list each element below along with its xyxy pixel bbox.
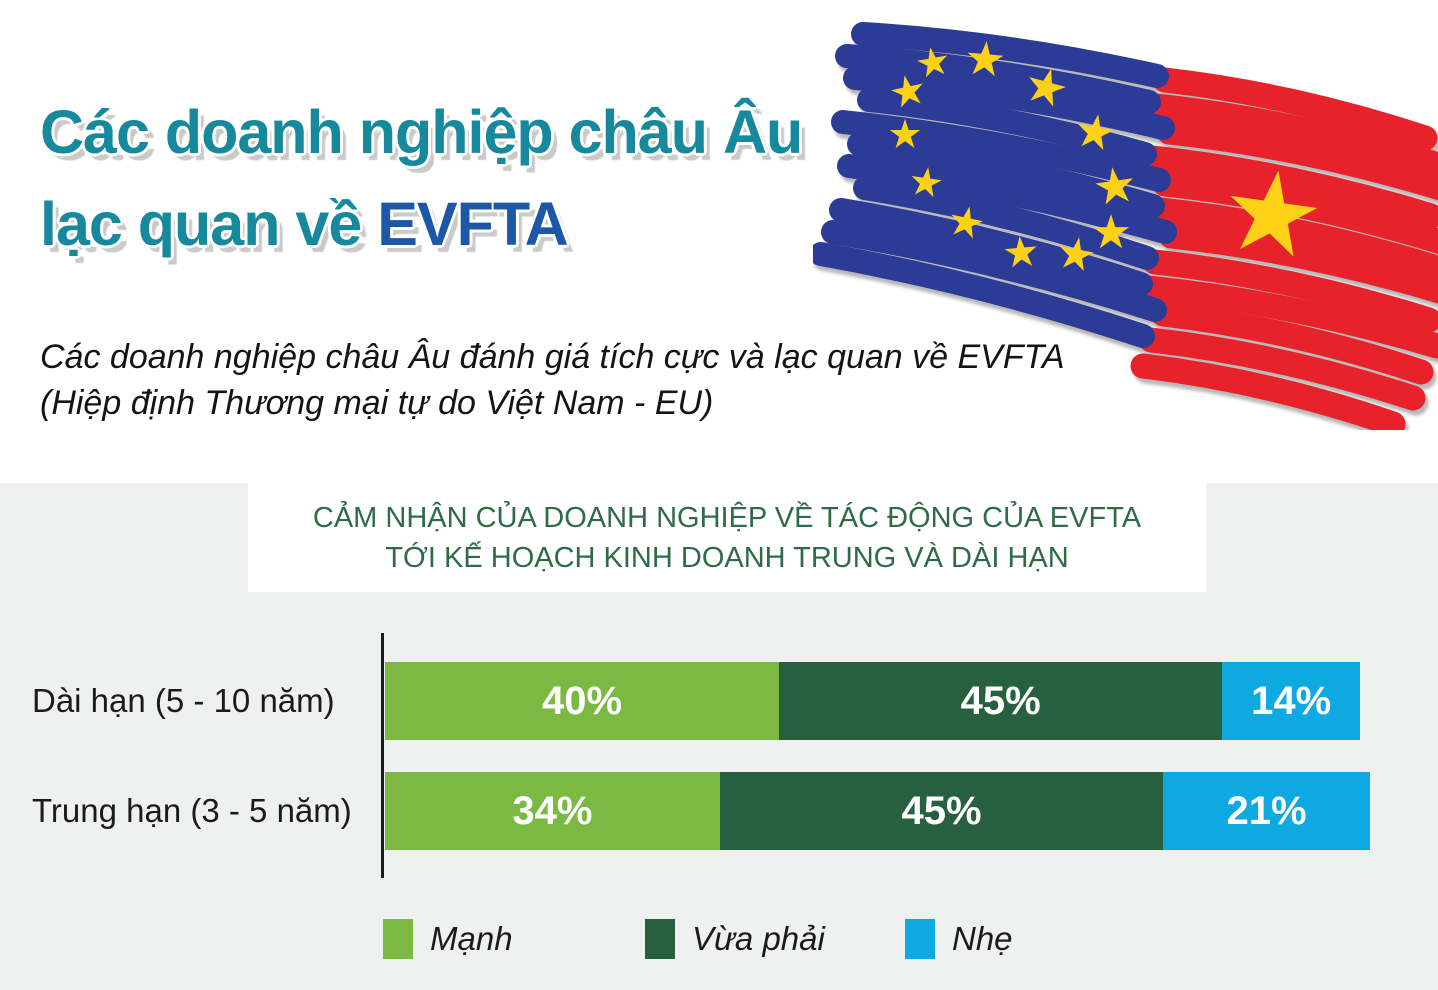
- bar-segment: 34%: [385, 772, 720, 850]
- legend-label: Vừa phải: [692, 920, 825, 957]
- bar-value-label: 34%: [512, 788, 593, 833]
- bar-category-label: Trung hạn (3 - 5 năm): [32, 792, 352, 829]
- subtitle-line1: Các doanh nghiệp châu Âu đánh giá tích c…: [40, 338, 1065, 376]
- legend-item: Vừa phải: [645, 915, 825, 963]
- legend-swatch: [383, 919, 413, 959]
- chart-legend: Mạnh Vừa phải Nhẹ: [0, 915, 1438, 965]
- chart-row: Dài hạn (5 - 10 năm) 40% 45% 14%: [0, 662, 1438, 740]
- subtitle-line2: (Hiệp định Thương mại tự do Việt Nam - E…: [40, 384, 714, 422]
- legend-label: Nhẹ: [952, 920, 1013, 957]
- bar-segment: 40%: [385, 662, 779, 740]
- legend-swatch: [645, 919, 675, 959]
- chart-title-line1: CẢM NHẬN CỦA DOANH NGHIỆP VỀ TÁC ĐỘNG CỦ…: [312, 501, 1142, 534]
- stacked-bar: 40% 45% 14%: [385, 662, 1370, 740]
- bar-segment: 45%: [779, 662, 1223, 740]
- chart-section: CẢM NHẬN CỦA DOANH NGHIỆP VỀ TÁC ĐỘNG CỦ…: [0, 483, 1438, 990]
- bar-value-label: 21%: [1226, 788, 1307, 833]
- main-title-line1: Các doanh nghiệp châu Âu: [40, 98, 803, 166]
- bar-segment: 45%: [719, 772, 1164, 850]
- bar-category-label: Dài hạn (5 - 10 năm): [32, 682, 335, 719]
- bar-value-label: 45%: [901, 788, 982, 833]
- main-title-line2-prefix: lạc quan về: [40, 190, 378, 258]
- bar-value-label: 14%: [1251, 678, 1332, 723]
- bar-segment: 21%: [1163, 772, 1370, 850]
- bar-segment: 14%: [1222, 662, 1361, 740]
- chart-title-line2: TỚI KẾ HOẠCH KINH DOANH TRUNG VÀ DÀI HẠN: [385, 541, 1069, 574]
- legend-item: Mạnh: [383, 915, 513, 963]
- chart-row: Trung hạn (3 - 5 năm) 34% 45% 21%: [0, 772, 1438, 850]
- main-title-evfta: EVFTA: [377, 190, 568, 258]
- chart-title: CẢM NHẬN CỦA DOANH NGHIỆP VỀ TÁC ĐỘNG CỦ…: [248, 483, 1206, 592]
- subtitle: Các doanh nghiệp châu Âu đánh giá tích c…: [40, 334, 1065, 426]
- main-title: Các doanh nghiệp châu Âu lạc quan về EVF…: [40, 86, 803, 270]
- flag-brush-strokes: [813, 22, 1438, 430]
- bar-value-label: 45%: [960, 678, 1041, 723]
- stacked-bar: 34% 45% 21%: [385, 772, 1370, 850]
- main-title-line2: lạc quan về EVFTA: [40, 178, 802, 270]
- legend-swatch: [905, 919, 935, 959]
- eu-flag-strokes: [813, 22, 1177, 348]
- chart-axis-line: [381, 633, 384, 878]
- legend-label: Mạnh: [430, 920, 513, 957]
- legend-item: Nhẹ: [905, 915, 1013, 963]
- eu-vietnam-flags-illustration: [813, 22, 1438, 430]
- bar-value-label: 40%: [541, 678, 623, 723]
